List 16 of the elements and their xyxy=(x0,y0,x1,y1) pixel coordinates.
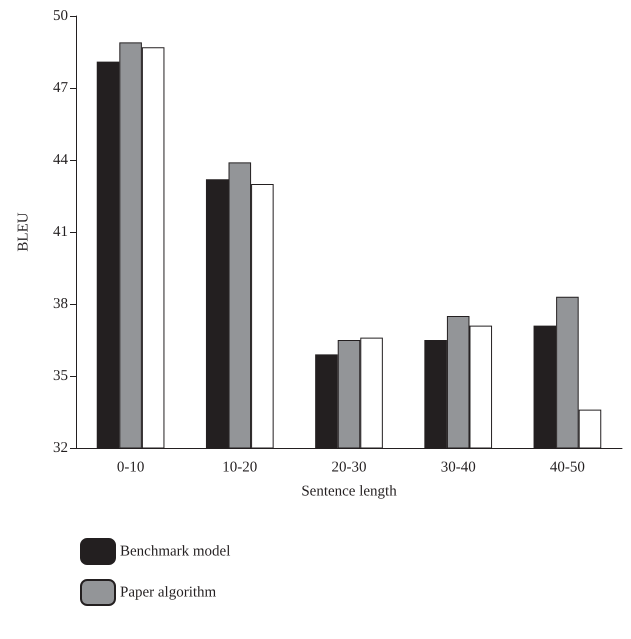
x-tick-label: 30-40 xyxy=(440,460,476,476)
legend-label: Paper algorithm xyxy=(120,584,217,600)
x-tick-label: 10-20 xyxy=(222,460,258,476)
y-tick-label: 41 xyxy=(53,224,68,240)
y-tick-label: 50 xyxy=(53,8,68,24)
y-tick-label: 32 xyxy=(53,440,68,456)
x-tick-label: 0-10 xyxy=(116,460,144,476)
x-tick-label: 40-50 xyxy=(550,460,585,476)
y-axis-title: BLEU xyxy=(16,212,32,252)
y-tick-label: 47 xyxy=(53,80,68,96)
y-tick-label: 38 xyxy=(53,296,68,312)
y-tick-label: 35 xyxy=(53,368,68,384)
y-tick-label: 44 xyxy=(53,152,68,168)
legend-label: Benchmark model xyxy=(120,544,230,560)
x-tick-label: 20-30 xyxy=(332,460,366,476)
x-axis-title: Sentence length xyxy=(301,484,398,500)
